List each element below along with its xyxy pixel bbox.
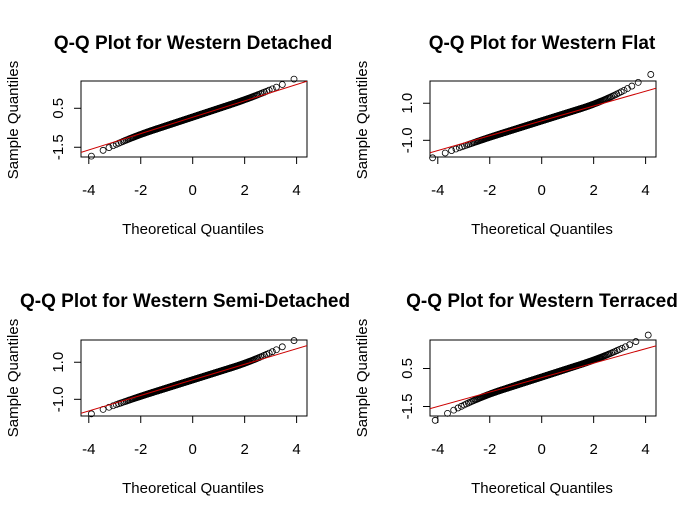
data-point — [105, 403, 113, 411]
x-tick-label: 4 — [641, 182, 649, 199]
chart-title: Q-Q Plot for Western Flat — [429, 33, 656, 54]
y-tick-label: -1.5 — [50, 134, 67, 160]
x-axis-label: Theoretical Quantiles — [471, 480, 613, 497]
x-tick-label: 0 — [189, 441, 197, 458]
data-point — [272, 83, 280, 91]
y-tick-label: 0.5 — [50, 98, 67, 119]
y-tick-label: 1.0 — [50, 352, 67, 373]
x-tick-label: -4 — [431, 441, 444, 458]
x-tick-label: -2 — [483, 441, 496, 458]
panel-western-detached: Q-Q Plot for Western Detached -4 -2 0 2 4 -1.… — [5, 33, 332, 238]
x-tick-label: 0 — [538, 182, 546, 199]
y-axis-label: Sample Quantiles — [5, 61, 22, 179]
data-point — [87, 410, 95, 418]
data-point — [87, 152, 95, 160]
title-clip: Q-Q Plot for Western Semi-Detached — [20, 291, 350, 312]
x-axis-label: Theoretical Quantiles — [122, 480, 264, 497]
x-tick-label: 0 — [538, 441, 546, 458]
panel-western-flat: Q-Q Plot for Western Flat -4 -2 0 2 4 -1.0 1.0… — [354, 33, 657, 238]
y-axis-label: Sample Quantiles — [354, 319, 371, 437]
data-point — [441, 149, 449, 157]
data-point — [644, 331, 652, 339]
plot-frame — [429, 80, 657, 158]
panel-western-semi-detached: Q-Q Plot for Western Semi-Detached -4 -2 0… — [5, 291, 350, 497]
data-point — [622, 343, 629, 351]
x-tick-label: 4 — [292, 182, 300, 199]
data-point — [444, 409, 451, 417]
plot-area: -4 -2 0 2 4 -1.0 1.0 — [399, 71, 657, 199]
data-point — [634, 78, 642, 86]
x-tick-label: -2 — [134, 441, 147, 458]
y-tick-label: 0.5 — [399, 358, 416, 379]
title-clip: Q-Q Plot for Western Terraced — [406, 291, 678, 312]
y-tick-label: 1.0 — [399, 93, 416, 114]
x-tick-label: 4 — [641, 441, 649, 458]
data-point — [452, 145, 460, 153]
data-point — [431, 416, 439, 424]
data-point — [454, 404, 462, 412]
reference-line — [81, 345, 307, 414]
x-axis-label: Theoretical Quantiles — [122, 221, 264, 238]
reference-line — [430, 345, 656, 410]
plot-area: -4 -2 0 2 4 -1.0 1.0 — [50, 337, 308, 458]
data-point — [278, 81, 286, 88]
data-point — [448, 147, 455, 154]
data-point — [620, 86, 628, 94]
x-axis-label: Theoretical Quantiles — [471, 221, 613, 238]
data-point — [290, 75, 298, 83]
data-point — [429, 154, 437, 162]
reference-line — [81, 81, 307, 153]
data-point — [647, 71, 655, 78]
data-point — [626, 341, 634, 349]
data-point — [290, 337, 298, 344]
data-point — [628, 82, 636, 90]
chart-title: Q-Q Plot for Western Detached — [54, 33, 332, 54]
data-point — [618, 344, 626, 352]
data-points — [429, 71, 655, 162]
data-points — [87, 337, 298, 418]
data-point — [265, 349, 273, 357]
x-tick-label: 4 — [292, 441, 300, 458]
x-tick-label: -4 — [431, 182, 444, 199]
x-tick-label: -2 — [483, 182, 496, 199]
x-tick-label: 0 — [189, 182, 197, 199]
data-point — [99, 146, 107, 154]
x-tick-label: -4 — [82, 441, 95, 458]
x-tick-label: 2 — [240, 182, 248, 199]
chart-title: Q-Q Plot for Western Terraced — [406, 291, 678, 312]
x-tick-label: 2 — [589, 441, 597, 458]
x-tick-label: 2 — [589, 182, 597, 199]
chart-title: Q-Q Plot for Western Semi-Detached — [20, 291, 350, 312]
reference-line — [430, 87, 656, 154]
plot-frame — [80, 339, 308, 417]
panel-western-terraced: Q-Q Plot for Western Terraced -4 -2 0 2 4 -1.… — [354, 291, 678, 497]
y-tick-label: -1.0 — [399, 127, 416, 153]
plot-area: -4 -2 0 2 4 -1.5 0.5 — [50, 75, 308, 199]
data-point — [268, 348, 276, 356]
plot-area: -4 -2 0 2 4 -1.5 0.5 — [399, 331, 657, 458]
x-tick-label: -2 — [134, 182, 147, 199]
data-point — [109, 402, 117, 410]
plot-frame — [80, 80, 308, 158]
x-tick-label: 2 — [240, 441, 248, 458]
data-point — [632, 338, 640, 345]
data-point — [105, 144, 113, 151]
plot-frame — [429, 339, 657, 417]
data-point — [278, 343, 286, 351]
y-tick-label: -1.0 — [50, 386, 67, 412]
data-point — [450, 406, 458, 414]
y-tick-label: -1.5 — [399, 394, 416, 420]
data-point — [272, 346, 280, 354]
y-axis-label: Sample Quantiles — [354, 61, 371, 179]
y-axis-label: Sample Quantiles — [5, 319, 22, 437]
x-tick-label: -4 — [82, 182, 95, 199]
